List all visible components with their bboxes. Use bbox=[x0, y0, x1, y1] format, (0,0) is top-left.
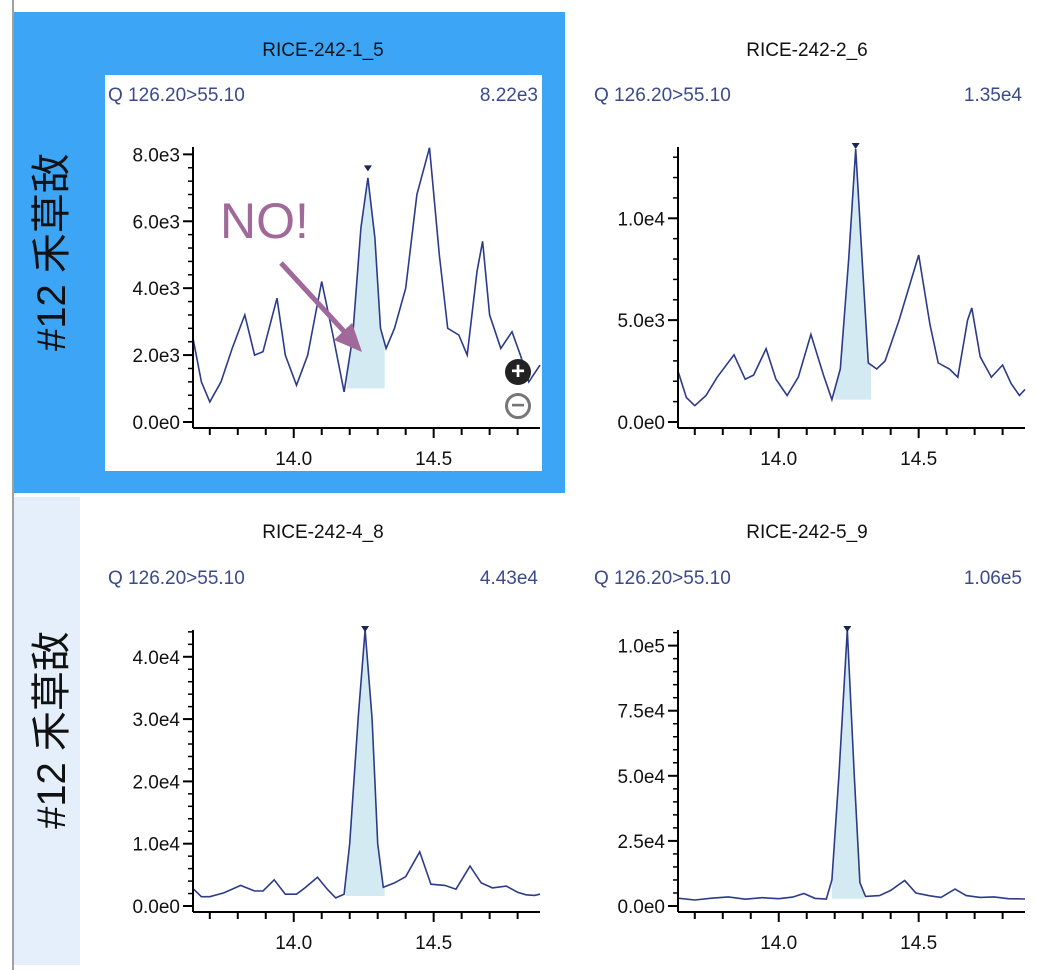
y-tick-label: 5.0e4 bbox=[617, 767, 665, 788]
y-tick-label: 4.0e3 bbox=[132, 279, 180, 300]
integrated-peak-area bbox=[345, 630, 385, 896]
y-tick-label: 0.0e0 bbox=[617, 413, 665, 434]
annotation-text: NO! bbox=[220, 193, 309, 249]
x-tick-label: 14.5 bbox=[415, 449, 452, 470]
max-intensity-label: 1.06e5 bbox=[963, 568, 1022, 589]
y-tick-label: 7.5e4 bbox=[617, 702, 665, 723]
x-tick-label: 14.0 bbox=[760, 449, 797, 470]
transition-label: Q 126.20>55.10 bbox=[108, 85, 245, 106]
x-tick-label: 14.0 bbox=[760, 933, 797, 954]
peak-apex-marker bbox=[361, 626, 370, 632]
panel-title: RICE-242-1_5 bbox=[262, 40, 384, 61]
y-tick-label: 1.0e4 bbox=[617, 209, 665, 230]
plus-circle-icon: + bbox=[510, 358, 525, 385]
x-tick-label: 14.0 bbox=[275, 933, 312, 954]
y-tick-label: 8.0e3 bbox=[132, 145, 180, 166]
row-label-background bbox=[14, 497, 80, 965]
y-tick-label: 0.0e0 bbox=[132, 413, 180, 434]
chromatogram-trace bbox=[677, 148, 1026, 407]
transition-label: Q 126.20>55.10 bbox=[594, 85, 731, 106]
integrated-peak-area bbox=[346, 177, 385, 389]
y-tick-label: 1.0e5 bbox=[617, 637, 665, 658]
y-tick-label: 2.5e4 bbox=[617, 832, 665, 853]
x-tick-label: 14.0 bbox=[275, 449, 312, 470]
y-tick-label: 2.0e3 bbox=[132, 346, 180, 367]
integrated-peak-area bbox=[834, 149, 872, 400]
peak-apex-marker bbox=[851, 143, 860, 149]
max-intensity-label: 8.22e3 bbox=[479, 85, 538, 106]
x-tick-label: 14.5 bbox=[900, 449, 937, 470]
panel-title: RICE-242-4_8 bbox=[262, 522, 384, 543]
chart-panel-3[interactable]: 0.0e0 1.0e4 2.0e4 3.0e4 4.0e4 14.0 14.5 bbox=[132, 626, 541, 954]
integrated-peak-area bbox=[831, 630, 865, 899]
max-intensity-label: 1.35e4 bbox=[963, 85, 1022, 106]
y-tick-label: 0.0e0 bbox=[617, 897, 665, 918]
y-tick-label: 5.0e3 bbox=[617, 311, 665, 332]
minus-circle-icon: − bbox=[510, 392, 525, 419]
selected-plot-background bbox=[105, 75, 542, 471]
chart-panel-1[interactable]: 0.0e0 2.0e3 4.0e3 6.0e3 8.0e3 14.0 14.5 bbox=[132, 145, 541, 470]
transition-label: Q 126.20>55.10 bbox=[108, 568, 245, 589]
y-tick-label: 0.0e0 bbox=[132, 897, 180, 918]
y-tick-label: 1.0e4 bbox=[132, 835, 180, 856]
chromatogram-trace bbox=[677, 629, 1026, 901]
x-tick-label: 14.5 bbox=[415, 933, 452, 954]
y-tick-label: 6.0e3 bbox=[132, 212, 180, 233]
panel-title: RICE-242-5_9 bbox=[746, 522, 868, 543]
y-tick-label: 3.0e4 bbox=[132, 710, 180, 731]
panel-title: RICE-242-2_6 bbox=[746, 40, 868, 61]
y-tick-label: 4.0e4 bbox=[132, 648, 180, 669]
max-intensity-label: 4.43e4 bbox=[479, 568, 538, 589]
chart-panel-2[interactable]: 0.0e0 5.0e3 1.0e4 14.0 14.5 bbox=[617, 143, 1026, 470]
zoom-in-button[interactable]: + bbox=[505, 359, 531, 385]
zoom-out-button[interactable]: − bbox=[505, 393, 531, 419]
chromatogram-trace bbox=[192, 147, 541, 404]
annotation-arrow bbox=[279, 261, 354, 342]
peak-apex-marker bbox=[843, 626, 852, 632]
chart-panel-4[interactable]: 0.0e0 2.5e4 5.0e4 7.5e4 1.0e5 14.0 14.5 bbox=[617, 626, 1026, 954]
annotation-arrowhead bbox=[334, 323, 362, 352]
peak-apex-marker bbox=[363, 165, 372, 172]
x-tick-label: 14.5 bbox=[900, 933, 937, 954]
y-tick-label: 2.0e4 bbox=[132, 772, 180, 793]
left-border bbox=[12, 0, 14, 970]
transition-label: Q 126.20>55.10 bbox=[594, 568, 731, 589]
